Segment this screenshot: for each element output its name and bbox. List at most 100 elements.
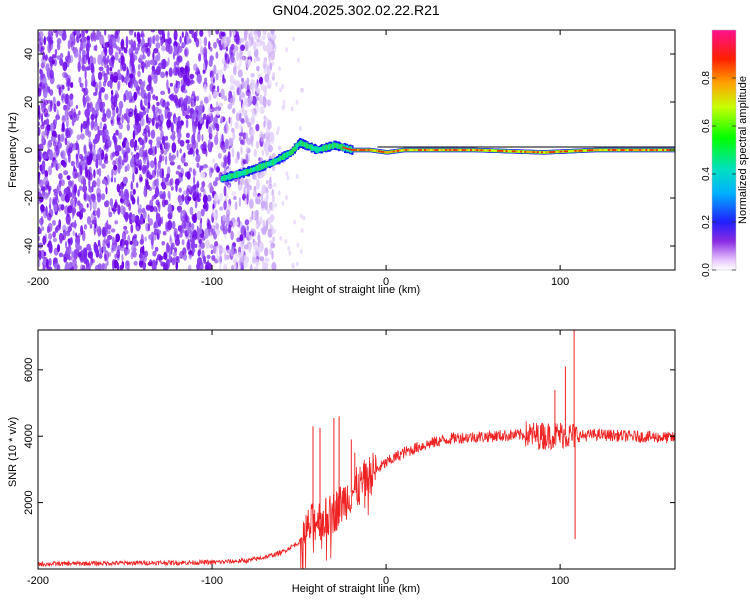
noise-blob — [43, 108, 49, 118]
noise-blob — [144, 44, 148, 54]
noise-blob — [65, 213, 71, 225]
noise-blob — [217, 85, 220, 93]
noise-blob — [53, 257, 58, 264]
noise-blob — [90, 194, 95, 200]
signal-ridge — [484, 149, 487, 152]
noise-blob — [89, 261, 93, 267]
signal-ridge — [557, 150, 560, 153]
noise-blob — [119, 205, 125, 215]
noise-blob — [40, 112, 44, 123]
noise-blob — [150, 160, 155, 169]
signal-ridge — [463, 149, 466, 151]
signal-ridge — [480, 149, 483, 152]
noise-blob — [157, 120, 163, 127]
noise-blob — [119, 245, 126, 252]
noise-blob — [201, 235, 206, 241]
signal-core — [220, 176, 223, 182]
noise-blob — [39, 82, 42, 87]
noise-blob — [154, 55, 159, 63]
noise-blob — [40, 98, 44, 107]
noise-blob — [299, 213, 303, 219]
noise-blob — [196, 197, 201, 203]
noise-blob — [171, 154, 176, 160]
noise-blob — [231, 264, 234, 270]
signal-core — [330, 143, 333, 149]
noise-blob — [189, 206, 194, 215]
noise-blob — [288, 250, 292, 256]
noise-blob — [191, 242, 195, 250]
noise-blob — [239, 94, 242, 103]
signal-core — [272, 158, 275, 166]
noise-blob — [169, 161, 175, 166]
signal-ridge — [405, 149, 408, 151]
noise-blob — [220, 224, 226, 231]
signal-ridge — [643, 149, 646, 151]
noise-blob — [116, 121, 122, 126]
noise-blob — [99, 264, 103, 270]
noise-blob — [230, 55, 235, 64]
noise-blob — [238, 132, 244, 137]
noise-blob — [120, 38, 125, 50]
noise-blob — [65, 230, 71, 237]
signal-core — [307, 143, 310, 149]
noise-blob — [213, 91, 219, 98]
noise-blob — [174, 45, 177, 56]
noise-blob — [177, 208, 182, 213]
signal-ridge — [511, 150, 514, 153]
signal-ridge — [589, 149, 591, 152]
noise-blob — [93, 143, 96, 150]
noise-blob — [175, 261, 179, 270]
noise-blob — [179, 139, 185, 147]
signal-ridge — [453, 149, 456, 151]
noise-blob — [166, 79, 169, 90]
noise-blob — [107, 224, 112, 230]
noise-blob — [142, 141, 145, 150]
noise-blob — [157, 201, 160, 208]
noise-blob — [287, 245, 291, 251]
noise-blob — [203, 36, 208, 47]
noise-blob — [252, 189, 257, 197]
noise-blob — [156, 101, 160, 106]
noise-blob — [234, 121, 239, 129]
signal-core — [339, 144, 342, 149]
noise-blob — [190, 97, 193, 107]
noise-blob — [178, 198, 183, 206]
signal-core — [224, 174, 227, 181]
noise-blob — [161, 241, 166, 246]
signal-ridge — [662, 149, 665, 151]
signal-core — [268, 161, 271, 166]
noise-blob — [208, 126, 213, 135]
signal-core — [282, 154, 284, 161]
noise-blob — [75, 242, 78, 249]
noise-blob — [143, 135, 148, 144]
noise-blob — [251, 83, 254, 92]
noise-blob — [128, 48, 132, 56]
signal-ridge — [570, 150, 573, 152]
noise-blob — [164, 199, 169, 206]
noise-blob — [70, 250, 74, 262]
noise-blob — [98, 101, 103, 109]
noise-blob — [46, 225, 51, 234]
noise-blob — [84, 108, 90, 119]
noise-blob — [40, 204, 45, 212]
noise-blob — [130, 181, 134, 189]
noise-blob — [48, 208, 54, 218]
noise-blob — [254, 36, 258, 41]
noise-blob — [52, 231, 56, 238]
noise-blob — [179, 250, 184, 260]
noise-blob — [126, 123, 130, 131]
noise-blob — [234, 251, 238, 260]
noise-blob — [228, 220, 233, 228]
signal-ridge — [564, 150, 566, 153]
signal-ridge — [612, 149, 614, 151]
noise-blob — [67, 61, 70, 68]
noise-blob — [177, 45, 183, 53]
colorbar-tick-label: 0.0 — [701, 263, 712, 277]
noise-blob — [108, 79, 113, 88]
signal-ridge — [359, 149, 362, 151]
noise-blob — [171, 130, 176, 136]
noise-blob — [107, 235, 113, 240]
noise-blob — [133, 260, 138, 266]
noise-blob — [53, 192, 59, 197]
snr-axes: -200 -100 0 100 2000 4000 6000 — [23, 330, 675, 587]
